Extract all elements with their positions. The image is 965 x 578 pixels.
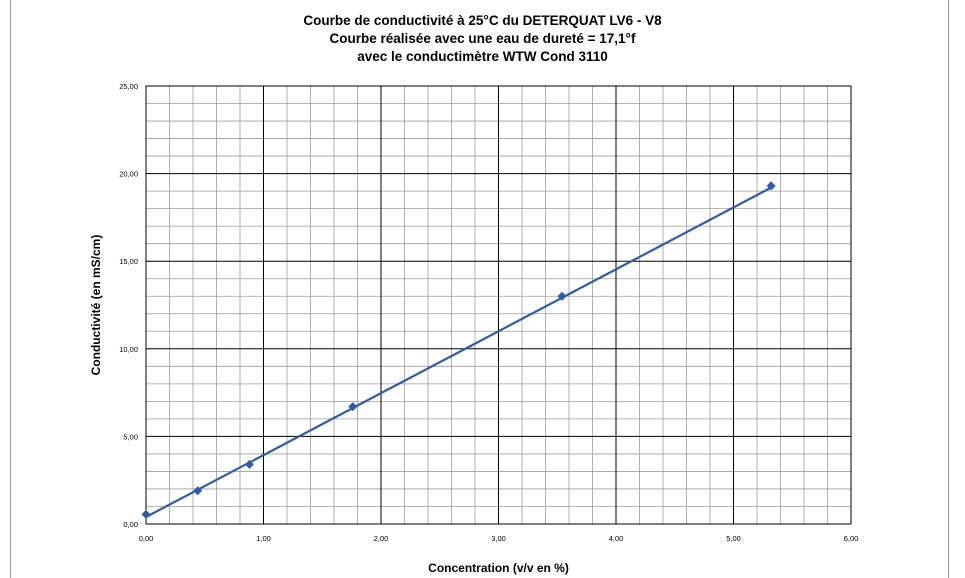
series-layer bbox=[141, 181, 776, 519]
chart-subtitle-1: Courbe réalisée avec une eau de dureté =… bbox=[329, 31, 636, 46]
x-axis-title: Concentration (v/v en %) bbox=[428, 561, 569, 575]
y-tick-label: 0,00 bbox=[123, 520, 138, 529]
x-tick-label: 5,00 bbox=[726, 534, 741, 543]
data-point-marker bbox=[193, 486, 203, 496]
x-tick-label: 2,00 bbox=[374, 534, 389, 543]
chart-frame bbox=[10, 0, 949, 578]
data-point-marker bbox=[557, 291, 567, 301]
y-tick-labels: 0,00 5,00 10,00 15,00 20,00 25,00 bbox=[119, 82, 138, 529]
y-axis-title: Conductivité (en mS/cm) bbox=[89, 235, 103, 376]
y-tick-label: 10,00 bbox=[119, 345, 138, 354]
chart-title: Courbe de conductivité à 25°C du DETERQU… bbox=[303, 13, 662, 28]
x-tick-label: 0,00 bbox=[139, 534, 154, 543]
data-point-marker bbox=[766, 181, 776, 191]
y-tick-label: 5,00 bbox=[123, 432, 138, 441]
data-point-marker bbox=[348, 402, 358, 412]
y-tick-label: 20,00 bbox=[119, 170, 138, 179]
data-point-marker bbox=[244, 459, 254, 469]
x-tick-labels: 0,00 1,00 2,00 3,00 4,00 5,00 6,00 bbox=[139, 534, 859, 543]
x-tick-label: 1,00 bbox=[256, 534, 271, 543]
x-tick-label: 3,00 bbox=[491, 534, 506, 543]
chart-subtitle-2: avec le conductimètre WTW Cond 3110 bbox=[357, 49, 608, 64]
y-tick-label: 25,00 bbox=[119, 82, 138, 91]
plot-area-border bbox=[145, 85, 852, 525]
x-tick-label: 4,00 bbox=[609, 534, 624, 543]
y-tick-label: 15,00 bbox=[119, 257, 138, 266]
data-point-marker bbox=[141, 509, 151, 519]
x-tick-label: 6,00 bbox=[844, 534, 859, 543]
major-gridlines bbox=[146, 86, 851, 524]
